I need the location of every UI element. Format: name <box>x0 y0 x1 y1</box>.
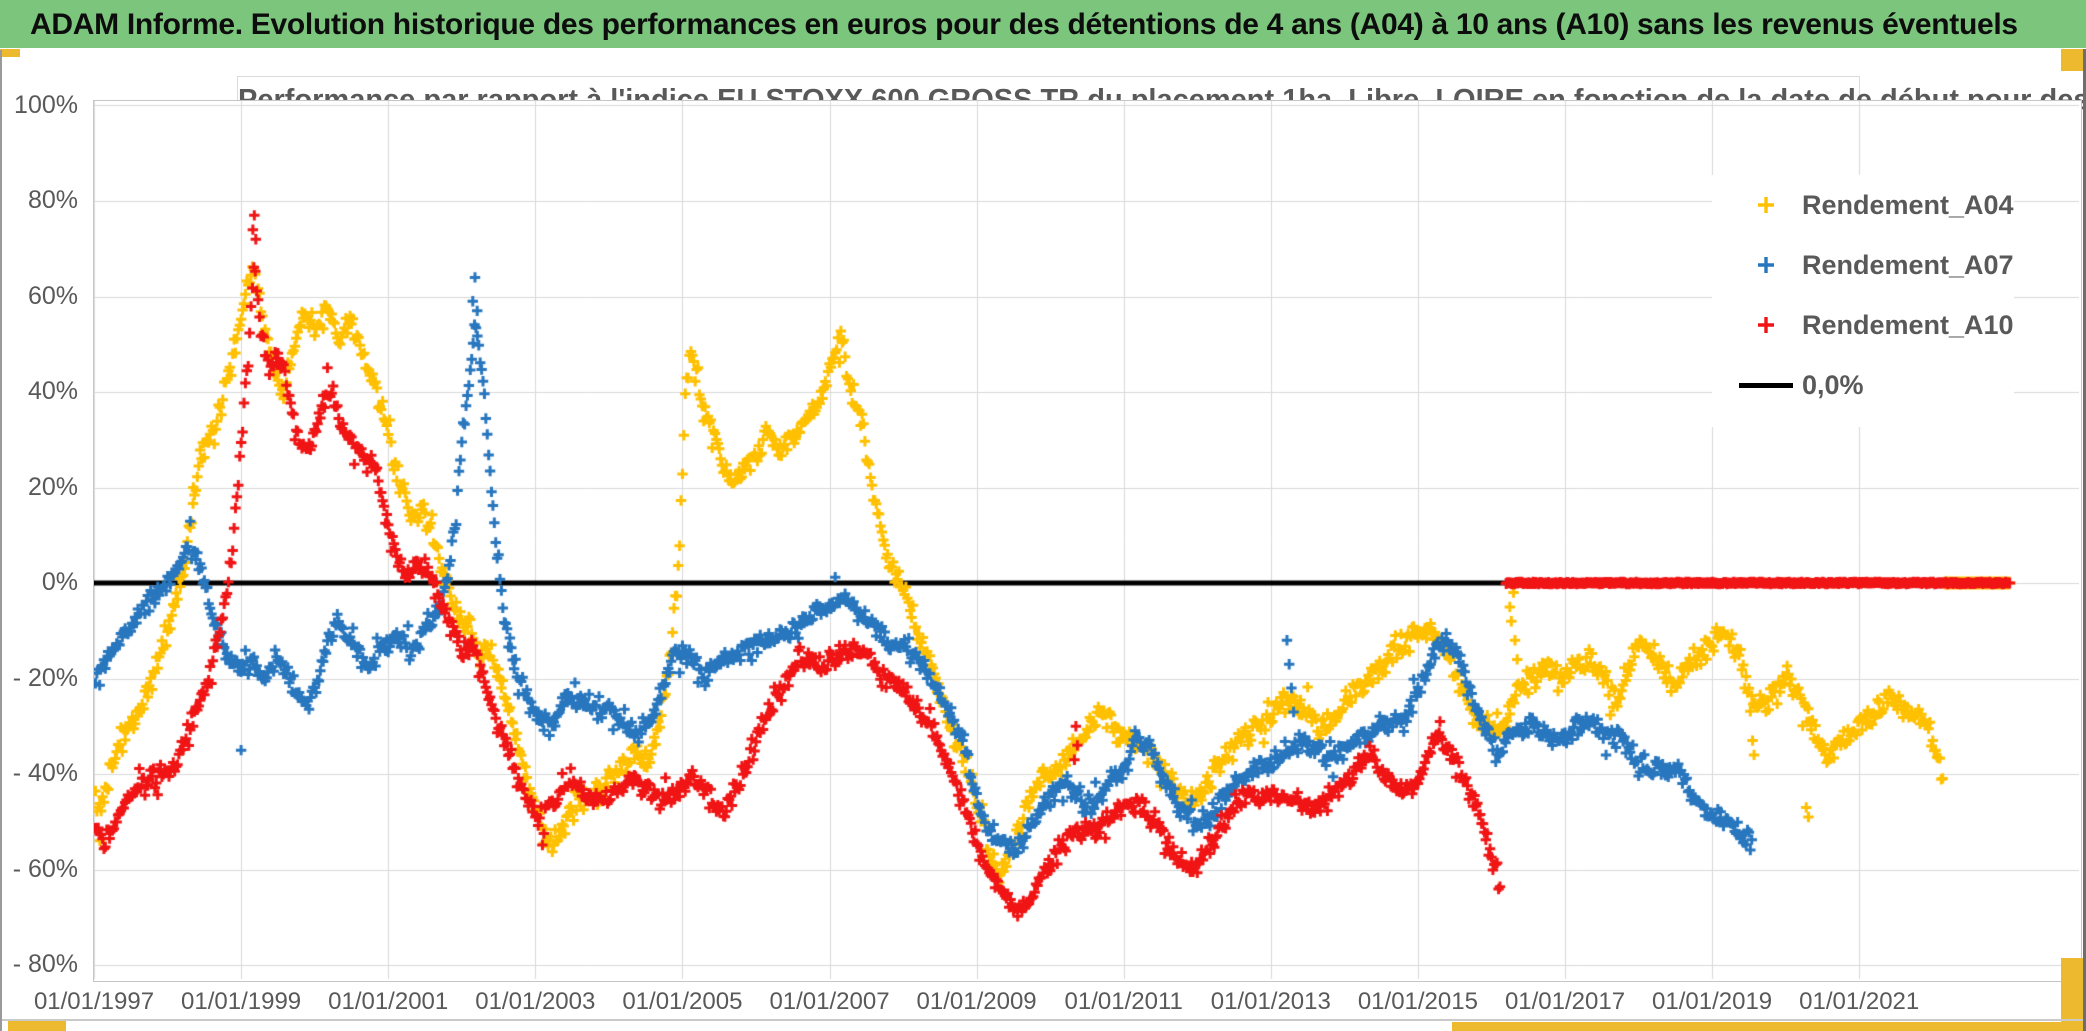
x-tick-label: 01/01/2003 <box>475 988 596 1015</box>
legend-item: Rendement_A04 <box>1712 175 2014 235</box>
x-tick-label: 01/01/2009 <box>916 988 1037 1015</box>
x-tick-label: 01/01/2011 <box>1064 988 1183 1015</box>
x-tick-label: 01/01/2007 <box>769 988 890 1015</box>
y-tick-label: 100% <box>14 90 78 119</box>
x-tick-label: 01/01/2019 <box>1652 988 1773 1015</box>
x-tick-label: 01/01/2001 <box>328 988 449 1015</box>
x-tick-label: 01/01/2017 <box>1504 988 1626 1015</box>
y-tick-label: 40% <box>27 377 78 405</box>
y-tick-label: 20% <box>27 472 78 501</box>
y-tick-label: - 80% <box>12 950 78 978</box>
x-tick-label: 01/01/2015 <box>1357 988 1478 1015</box>
x-tick-label: 01/01/1999 <box>181 988 302 1015</box>
zero-line-icon <box>1738 382 1794 388</box>
y-tick-label: - 60% <box>12 854 78 883</box>
y-tick-label: - 40% <box>12 759 78 787</box>
y-tick-label: 0% <box>41 568 78 596</box>
x-tick-label: 01/01/2021 <box>1799 988 1920 1015</box>
plus-marker-icon <box>1738 193 1794 217</box>
legend-label: Rendement_A04 <box>1802 189 2014 220</box>
x-tick-label: 01/01/1997 <box>33 988 155 1015</box>
accent-top-right <box>2061 49 2086 71</box>
bottom-border <box>0 1019 2086 1021</box>
legend-label: 0,0% <box>1802 369 1864 400</box>
x-tick-label: 01/01/2013 <box>1210 988 1331 1015</box>
accent-bottom-tab <box>8 1021 66 1031</box>
y-tick-label: 80% <box>27 186 78 214</box>
page-title: ADAM Informe. Evolution historique des p… <box>30 8 2018 41</box>
accent-bottom-strip <box>1452 1022 2086 1031</box>
header-bar: ADAM Informe. Evolution historique des p… <box>0 0 2086 48</box>
plus-marker-icon <box>1738 313 1794 337</box>
y-tick-label: 60% <box>27 281 78 310</box>
legend-item: Rendement_A10 <box>1712 295 2014 355</box>
legend-item: 0,0% <box>1712 355 2014 415</box>
plus-marker-icon <box>1738 253 1794 277</box>
legend-label: Rendement_A10 <box>1802 309 2014 340</box>
y-tick-label: - 20% <box>12 663 78 692</box>
legend-label: Rendement_A07 <box>1802 249 2014 280</box>
accent-bottom-right <box>2061 958 2086 1031</box>
x-tick-label: 01/01/2005 <box>622 988 743 1015</box>
legend: Rendement_A04 Rendement_A07 Rendement_A10 0… <box>1712 175 2014 427</box>
left-border <box>0 50 2 1031</box>
accent-top-left <box>0 49 20 57</box>
right-border <box>2083 49 2086 1031</box>
legend-item: Rendement_A07 <box>1712 235 2014 295</box>
